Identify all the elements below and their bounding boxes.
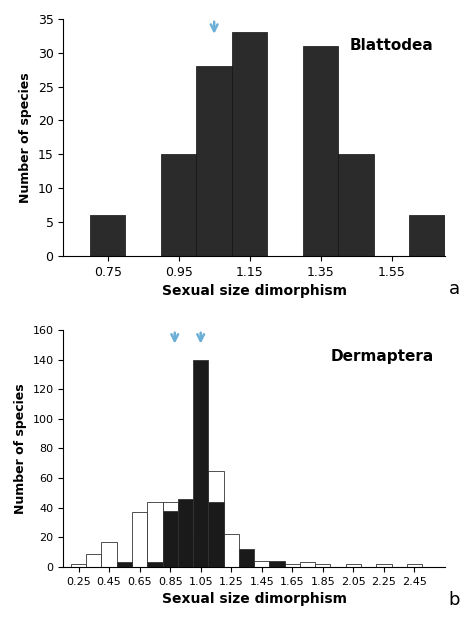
Bar (232, 32, 267, 256)
Bar (208, 502, 224, 567)
Bar (346, 564, 361, 567)
X-axis label: Sexual size dimorphism: Sexual size dimorphism (162, 284, 346, 298)
Text: a: a (449, 280, 460, 298)
Bar (445, 249, 474, 256)
Bar (193, 360, 208, 567)
Y-axis label: Number of species: Number of species (19, 72, 32, 203)
Bar (132, 512, 147, 567)
Bar (269, 561, 285, 567)
Bar (163, 502, 178, 567)
Bar (178, 559, 193, 567)
Bar (147, 502, 163, 567)
Bar (315, 564, 330, 567)
Bar (71, 564, 86, 567)
Bar (303, 46, 338, 256)
Bar (90, 215, 126, 256)
Bar (178, 498, 193, 567)
Bar (376, 564, 392, 567)
Bar (285, 564, 300, 567)
Bar (224, 534, 239, 567)
Bar (193, 537, 208, 567)
Y-axis label: Number of species: Number of species (14, 383, 27, 514)
Bar (196, 66, 232, 256)
Bar (161, 154, 196, 256)
Bar (410, 215, 445, 256)
Bar (163, 510, 178, 567)
Text: Blattodea: Blattodea (350, 38, 434, 53)
Bar (338, 154, 374, 256)
Bar (269, 562, 285, 567)
Bar (300, 562, 315, 567)
Bar (86, 554, 101, 567)
Bar (101, 542, 117, 567)
Bar (239, 549, 254, 567)
Bar (147, 562, 163, 567)
Bar (254, 561, 269, 567)
Text: Dermaptera: Dermaptera (330, 349, 434, 364)
Bar (407, 564, 422, 567)
Bar (117, 562, 132, 567)
Text: b: b (449, 591, 460, 609)
X-axis label: Sexual size dimorphism: Sexual size dimorphism (162, 592, 346, 606)
Bar (208, 471, 224, 567)
